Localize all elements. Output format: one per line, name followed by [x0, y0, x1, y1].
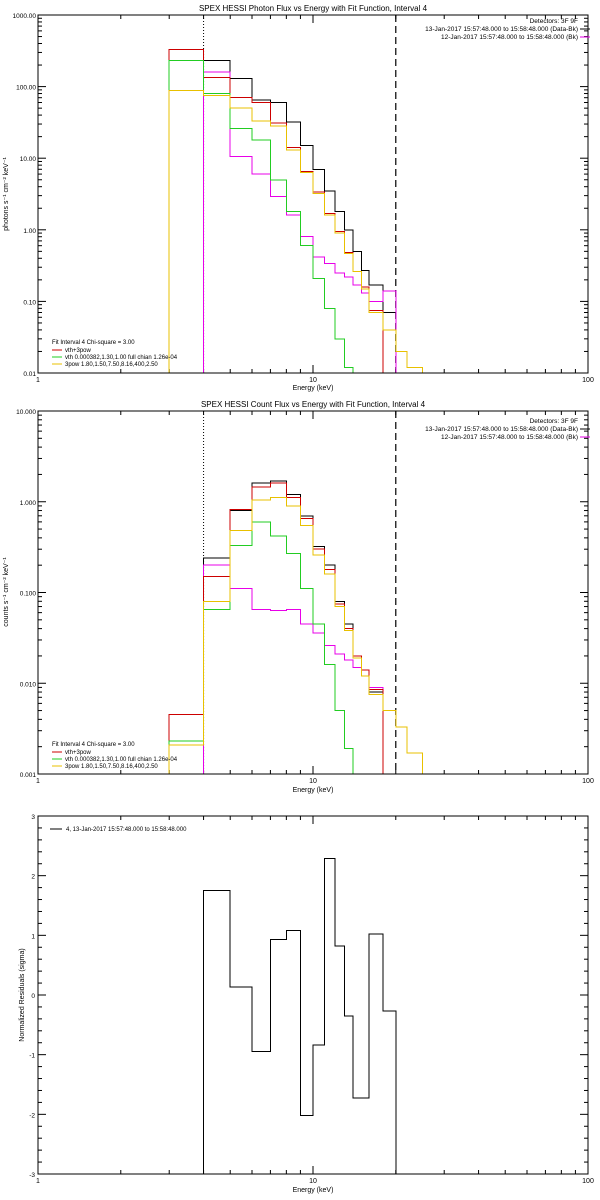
photon-flux-panel: SPEX HESSI Photon Flux vs Energy with Fi… — [3, 4, 594, 392]
photon-flux-y-tick-label: 10.00 — [20, 156, 37, 163]
photon-flux-header: Detectors: 3F 9F 13-Jan-2017 15:57:48.00… — [425, 18, 590, 41]
photon-flux-fit-legend: Fit Interval 4 Chi-square = 3.00 vth+3po… — [52, 340, 178, 368]
residuals-y-tick-label: 2 — [31, 874, 35, 881]
count-flux-x-tick-label: 100 — [582, 778, 594, 785]
photon-flux-legend-total: vth+3pow — [65, 348, 92, 354]
photon-flux-series-3pow — [168, 90, 423, 373]
residuals-legend-entry: 4, 13-Jan-2017 15:57:48.000 to 15:58:48.… — [66, 827, 187, 833]
count-flux-series-3pow — [168, 496, 423, 774]
count-flux-x-tick-label: 10 — [309, 778, 317, 785]
photon-flux-legend-3pow: 3pow 1.80,1.50,7.50,8.16,400,2.50 — [65, 362, 158, 368]
residuals-tick-labels: 1 10 100 -3 -2 -1 0 1 2 3 — [29, 814, 594, 1185]
photon-flux-y-tick-label: 0.10 — [23, 299, 36, 306]
count-flux-legend-total: vth+3pow — [65, 750, 92, 756]
photon-flux-series — [168, 48, 423, 373]
residuals-y-label: Normalized Residuals (sigma) — [19, 948, 26, 1041]
count-flux-axis-ticks — [37, 410, 589, 775]
photon-flux-legend-vth: vth 0.000382,1.30,1.00 full chian 1.26e-… — [65, 355, 178, 361]
count-flux-y-tick-label: 0.001 — [20, 772, 37, 779]
residuals-y-tick-label: -3 — [29, 1172, 35, 1179]
photon-flux-y-tick-label: 0.01 — [23, 371, 36, 378]
photon-flux-x-tick-label: 100 — [582, 377, 594, 384]
photon-flux-y-tick-label: 1000.00 — [13, 13, 37, 20]
count-flux-x-label: Energy (keV) — [293, 787, 334, 794]
residuals-y-tick-label: 0 — [31, 993, 35, 1000]
count-flux-detectors: Detectors: 3F 9F — [530, 418, 578, 425]
residuals-y-tick-label: 3 — [31, 814, 35, 821]
count-flux-fit-info: Fit Interval 4 Chi-square = 3.00 — [52, 742, 135, 748]
residuals-series — [203, 857, 397, 1174]
residuals-y-tick-label: -2 — [29, 1112, 35, 1119]
count-flux-header: Detectors: 3F 9F 13-Jan-2017 15:57:48.00… — [425, 418, 590, 441]
count-flux-y-tick-label: 0.100 — [20, 591, 37, 598]
residuals-x-label: Energy (keV) — [293, 1187, 334, 1194]
photon-flux-tick-labels: 1 10 100 0.01 0.10 1.00 10.00 100.00 1000.00 — [13, 13, 594, 384]
residuals-plot-frame — [37, 815, 589, 1175]
count-flux-fit-legend: Fit Interval 4 Chi-square = 3.00 vth+3po… — [52, 742, 178, 770]
photon-flux-y-tick-label: 100.00 — [16, 85, 36, 92]
count-flux-y-tick-label: 0.010 — [20, 681, 37, 688]
photon-flux-x-label: Energy (keV) — [293, 385, 334, 392]
photon-flux-series-vth — [168, 60, 354, 373]
photon-flux-x-tick-label: 10 — [309, 377, 317, 384]
count-flux-y-label: counts s⁻¹ cm⁻² keV⁻¹ — [3, 557, 10, 627]
photon-flux-y-tick-label: 1.00 — [23, 228, 36, 235]
photon-flux-detectors: Detectors: 3F 9F — [530, 18, 578, 25]
photon-flux-series-data-bk — [203, 60, 397, 373]
photon-flux-plot-frame — [37, 14, 589, 374]
count-flux-tick-labels: 1 10 100 0.001 0.010 0.100 1.000 10.000 — [16, 409, 594, 785]
photon-flux-header-line-2: 12-Jan-2017 15:57:48.000 to 15:58:48.000… — [441, 34, 578, 41]
count-flux-header-line-2: 12-Jan-2017 15:57:48.000 to 15:58:48.000… — [441, 434, 578, 441]
photon-flux-header-line-1: 13-Jan-2017 15:57:48.000 to 15:58:48.000… — [425, 26, 578, 33]
residuals-x-tick-label: 100 — [582, 1178, 594, 1185]
residuals-x-tick-label: 1 — [36, 1178, 40, 1185]
photon-flux-title: SPEX HESSI Photon Flux vs Energy with Fi… — [199, 4, 428, 13]
residuals-x-tick-label: 10 — [309, 1178, 317, 1185]
count-flux-y-tick-label: 1.000 — [20, 500, 37, 507]
residuals-y-tick-label: 1 — [31, 933, 35, 940]
count-flux-y-tick-label: 10.000 — [16, 409, 36, 416]
count-flux-title: SPEX HESSI Count Flux vs Energy with Fit… — [201, 400, 426, 409]
count-flux-header-line-1: 13-Jan-2017 15:57:48.000 to 15:58:48.000… — [425, 426, 578, 433]
count-flux-legend-vth: vth 0.000382,1.30,1.00 full chian 1.26e-… — [65, 757, 178, 763]
residuals-y-tick-label: -1 — [29, 1053, 35, 1060]
count-flux-panel: SPEX HESSI Count Flux vs Energy with Fit… — [3, 400, 594, 794]
residuals-panel: 1 10 100 -3 -2 -1 0 1 2 3 Energy (keV) Normalized… — [19, 814, 594, 1194]
count-flux-series-vth — [168, 521, 354, 774]
count-flux-series — [168, 480, 423, 774]
residuals-series-residual — [203, 857, 397, 1174]
count-flux-legend-3pow: 3pow 1.80,1.50,7.50,8.16,400,2.50 — [65, 764, 158, 770]
photon-flux-fit-info: Fit Interval 4 Chi-square = 3.00 — [52, 340, 135, 346]
count-flux-x-tick-label: 1 — [36, 778, 40, 785]
photon-flux-x-tick-label: 1 — [36, 377, 40, 384]
photon-flux-y-label: photons s⁻¹ cm⁻² keV⁻¹ — [3, 156, 10, 230]
count-flux-plot-frame — [37, 410, 589, 775]
